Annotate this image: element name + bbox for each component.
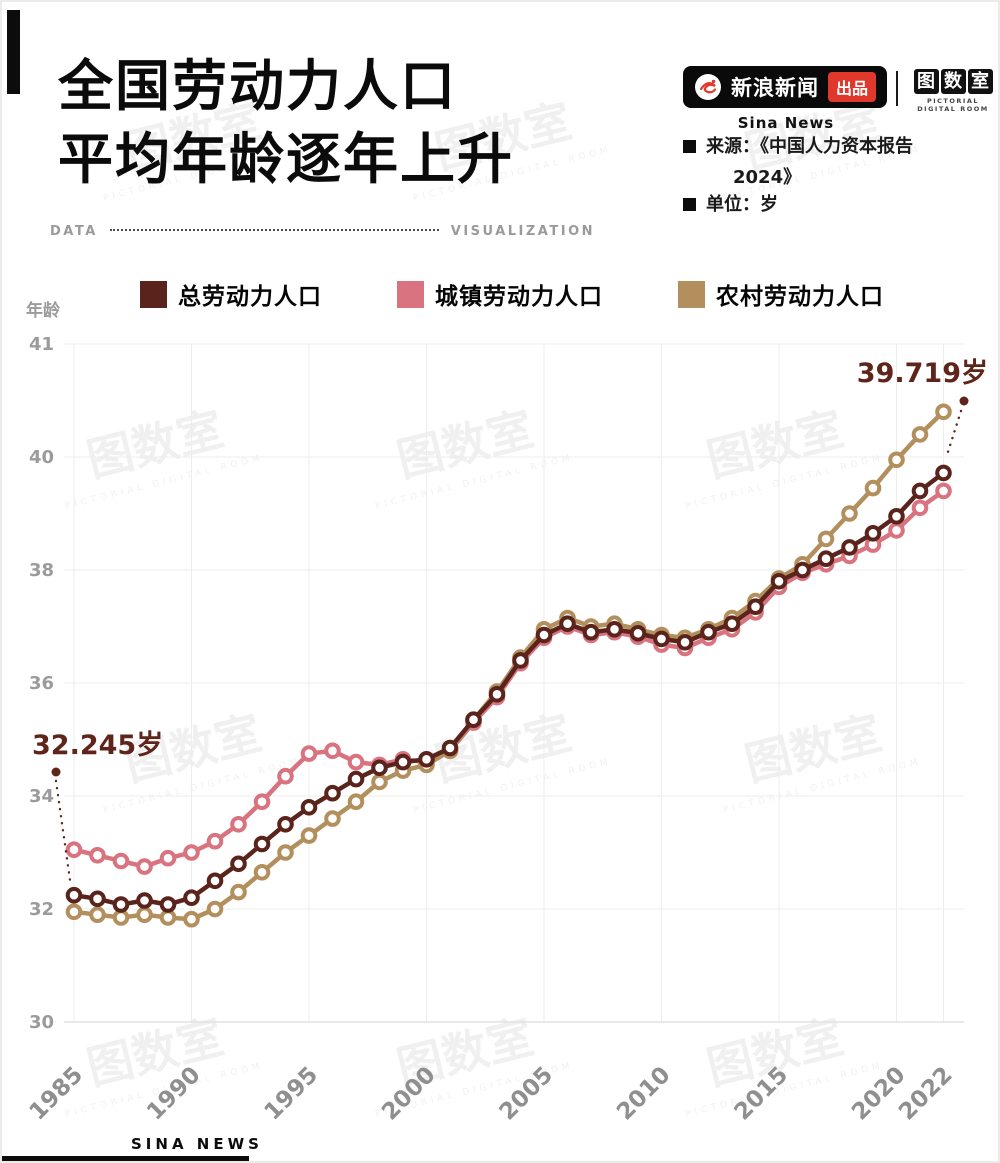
bullet-square-icon [683,140,696,153]
unit-line: 单位：岁 [683,194,778,217]
bullet-square-icon [683,198,696,211]
source-line: 来源：《中国人力资本报告 [683,136,983,159]
studio-logo-subtext: PICTORIAL DIGITAL ROOM [917,97,989,113]
svg-text:2010: 2010 [612,1062,676,1122]
dotted-leader [109,228,439,231]
brand-name: 新浪新闻 [731,76,819,100]
studio-logo: 图 数 室 PICTORIAL DIGITAL ROOM [908,69,998,113]
y-axis-title: 年龄 [26,301,60,321]
header-divider [896,71,898,106]
annotations: 32.245岁 39.719岁 [32,358,988,882]
sina-brand-pill: 新浪新闻 出品 [683,66,888,108]
y-axis-labels: 41 40 38 36 34 32 30 [29,334,54,1033]
chart-legend: 总劳动力人口 城镇劳动力人口 农村劳动力人口 [140,277,884,311]
legend-item-urban: 城镇劳动力人口 [397,277,603,311]
svg-text:40: 40 [29,447,54,468]
divider-left-label: DATA [50,224,98,239]
svg-text:30: 30 [29,1012,54,1033]
svg-text:1985: 1985 [25,1062,89,1122]
produced-by-badge: 出品 [828,72,877,102]
footer-accent-bar [2,1156,249,1161]
legend-label-total: 总劳动力人口 [178,284,322,310]
studio-char-2: 数 [940,69,966,94]
footer-brand: SINA NEWS [131,1135,263,1153]
page-title-line2: 平均年龄逐年上升 [58,126,515,191]
annotation-start-value: 32.245岁 [32,730,163,761]
legend-label-rural: 农村劳动力人口 [716,284,884,310]
svg-text:1995: 1995 [260,1062,324,1122]
page-title-line1: 全国劳动力人口 [58,54,458,118]
legend-swatch-urban [397,280,424,308]
source-line2: 2024》 [733,167,802,188]
svg-text:41: 41 [29,334,54,355]
annotation-end-value: 39.719岁 [857,358,988,389]
legend-swatch-rural [678,280,705,308]
brand-subtitle: Sina News [737,114,835,132]
data-visualization-divider: DATA VISUALIZATION [50,224,595,239]
svg-text:2005: 2005 [495,1062,559,1122]
corner-accent-bar [7,10,20,94]
svg-text:2015: 2015 [730,1062,794,1122]
svg-text:1990: 1990 [142,1062,206,1122]
legend-label-urban: 城镇劳动力人口 [435,284,603,310]
legend-item-total: 总劳动力人口 [140,277,322,311]
svg-text:2000: 2000 [377,1062,441,1122]
svg-text:36: 36 [29,673,54,694]
studio-char-3: 室 [967,69,993,94]
line-chart: 41 40 38 36 34 32 30 1985 1990 1995 2000 2005 2010 20… [25,334,988,1122]
unit-text: 单位：岁 [706,194,778,215]
svg-text:38: 38 [29,560,54,581]
svg-text:32: 32 [29,899,54,920]
source-text: 来源：《中国人力资本报告 [706,136,913,157]
svg-text:34: 34 [29,786,54,807]
legend-swatch-total [140,280,167,308]
studio-logo-chars: 图 数 室 [908,69,998,94]
legend-item-rural: 农村劳动力人口 [678,277,884,311]
divider-right-label: VISUALIZATION [450,224,595,239]
studio-char-1: 图 [913,69,939,94]
sina-logo-icon [695,74,721,100]
page-title: 全国劳动力人口 平均年龄逐年上升 [58,50,514,195]
svg-text:2022: 2022 [894,1062,958,1122]
series-total [65,464,952,913]
